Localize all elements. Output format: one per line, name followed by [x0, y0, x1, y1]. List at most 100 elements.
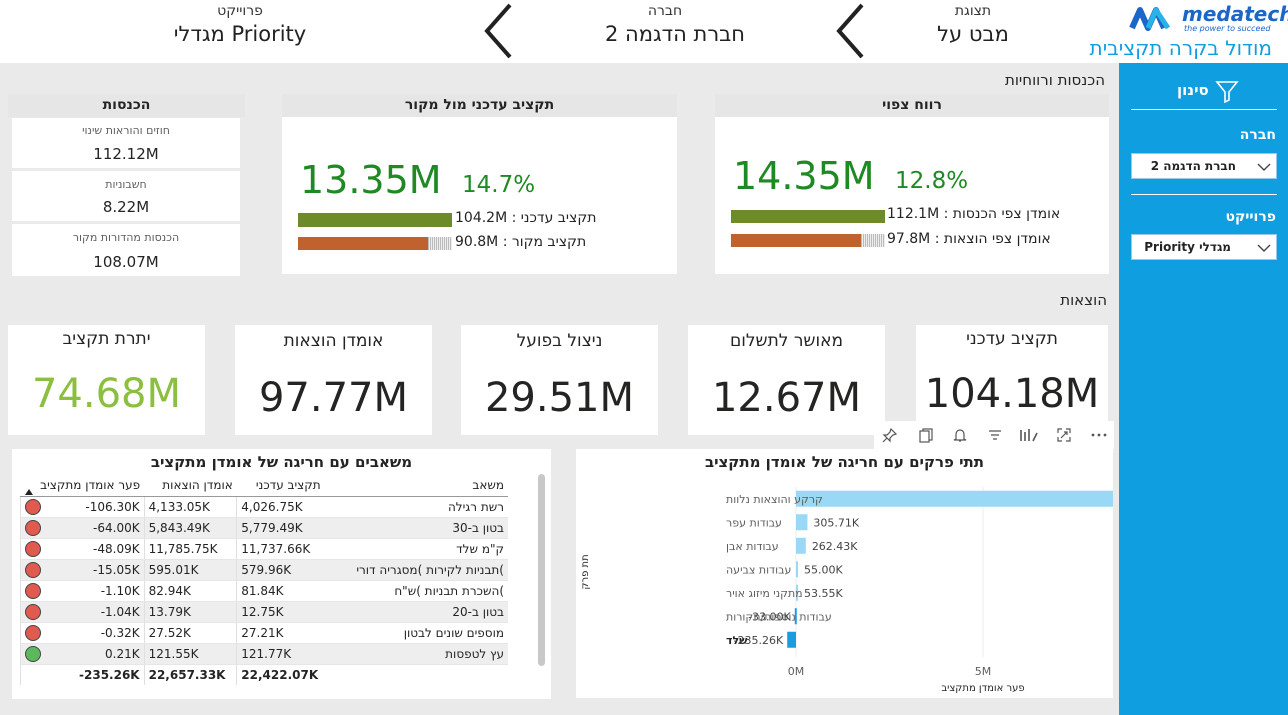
revenue-item-label: הכנסות מהדורות מקור	[72, 231, 180, 244]
logo-text: medatech	[1182, 2, 1288, 26]
table-row[interactable]: בטון ב-30 5,779.49K 5,843.49K -64.00K	[20, 517, 508, 539]
revenues-card: הכנסות חוזים והוראות שינוי 112.12M חשבונ…	[8, 94, 245, 277]
project-select[interactable]: מגדלי Priority	[1131, 234, 1277, 260]
gap-value: 0.21K	[105, 646, 140, 661]
resources-table-visual: משאבים עם חריגה של אומדן מתקציב משאב תקצ…	[12, 449, 551, 699]
bar	[787, 631, 796, 648]
income-estimate-bar	[731, 210, 885, 223]
estimate-cell: 5,843.49K	[143, 517, 237, 539]
col-header-estimate[interactable]: אומדן הוצאות	[144, 475, 237, 497]
data-label: 305.71K	[813, 516, 859, 529]
company-value[interactable]: חברת הדגמה 2	[604, 22, 746, 46]
resource-name: )תבניות לקירות )מסגריה דורי	[324, 559, 508, 581]
col-header-gap-label: פער אומדן מתקציב	[40, 478, 141, 493]
expense-estimate-label: אומדן צפי הוצאות : 97.8M	[887, 231, 1051, 247]
source-budget-gap	[428, 237, 452, 250]
col-header-resource[interactable]: משאב	[324, 475, 508, 497]
income-section-title: הכנסות ורווחיות	[1004, 71, 1105, 89]
status-dot-icon	[25, 519, 41, 536]
header-bar: פרוייקט מגדלי Priority חברה חברת הדגמה 2…	[0, 0, 1288, 63]
view-value[interactable]: מבט על	[937, 22, 1009, 46]
estimate-cell: 595.01K	[143, 559, 237, 581]
chevron-down-icon	[1257, 163, 1271, 171]
budget-diff-pct: 14.7%	[462, 172, 536, 198]
more-options-icon[interactable]	[1090, 427, 1108, 443]
medatech-logo: medatech the power to succeed	[1128, 2, 1288, 36]
logo-tagline: the power to succeed	[1184, 24, 1271, 33]
company-select[interactable]: חברת הדגמה 2	[1131, 153, 1277, 179]
current-budget-bar	[298, 213, 452, 227]
category-label: עבודות צביעה	[726, 563, 791, 576]
expenses-section-title: הוצאות	[1060, 291, 1107, 309]
filter-icon[interactable]	[1215, 79, 1239, 103]
estimate-cell: 27.52K	[143, 622, 237, 644]
table-row[interactable]: )תבניות לקירות )מסגריה דורי 579.96K 595.01…	[20, 559, 508, 581]
budget-cell: 27.21K	[236, 622, 325, 644]
revenue-item-value: 8.22M	[102, 198, 150, 216]
copy-icon[interactable]	[918, 427, 934, 443]
kpi-current-budget: תקציב עדכני 104.18M	[916, 325, 1108, 435]
focus-mode-icon[interactable]	[1056, 427, 1072, 443]
gap-cell: -106.30K	[20, 496, 145, 518]
kpi-label: ניצול בפועל	[516, 331, 603, 351]
filter-header[interactable]: סינון	[1177, 77, 1237, 103]
source-budget-label: תקציב מקור : 90.8M	[455, 234, 587, 250]
current-budget-label: תקציב עדכני : 104.2M	[455, 210, 597, 226]
view-label: תצוגת	[954, 3, 992, 19]
project-value[interactable]: מגדלי Priority	[173, 22, 307, 46]
category-label: עבודות נוספות/תקורות	[726, 610, 832, 623]
x-axis-title: פער אומדן מתקציב	[941, 683, 1024, 694]
revenue-item: הכנסות מהדורות מקור 108.07M	[12, 224, 240, 276]
table-row[interactable]: מוספים שונים לבטון 27.21K 27.52K -0.32K	[20, 622, 508, 644]
profit-value: 14.35M	[733, 154, 875, 198]
gap-cell: -1.04K	[20, 601, 145, 623]
gap-value: -48.09K	[93, 541, 140, 556]
subchapters-chart-visual: תתי פרקים עם חריגה של אומדן מתקציב 0M5M1…	[576, 449, 1113, 698]
table-row[interactable]: ק"מ שלד 11,737.66K 11,785.75K -48.09K	[20, 538, 508, 560]
budget-cell: 5,779.49K	[236, 517, 325, 539]
table-row[interactable]: בטון ב-20 12.75K 13.79K -1.04K	[20, 601, 508, 623]
table-total-row: 22,422.07K 22,657.33K -235.26K	[20, 663, 508, 685]
x-tick-label: 5M	[975, 665, 992, 678]
filter-label: סינון	[1177, 81, 1209, 99]
estimate-cell: 11,785.75K	[143, 538, 237, 560]
data-label: -235.26K	[734, 634, 784, 647]
gap-value: -1.10K	[100, 583, 140, 598]
sidebar-company-label: חברה	[1239, 127, 1276, 143]
filter-lines-icon[interactable]	[987, 427, 1003, 443]
resource-name: מוספים שונים לבטון	[324, 622, 508, 644]
budget-vs-source-card: תקציב עדכני מול מקור 13.35M 14.7% תקציב …	[282, 94, 677, 274]
analytics-icon[interactable]	[1019, 426, 1039, 444]
bell-icon[interactable]	[952, 427, 968, 443]
col-header-budget[interactable]: תקציב עדכני	[236, 475, 325, 497]
status-dot-icon	[25, 498, 41, 515]
kpi-value: 97.77M	[258, 375, 409, 421]
table-row[interactable]: רשת רגילה 4,026.75K 4,133.05K -106.30K	[20, 496, 508, 518]
chevron-left-icon[interactable]	[834, 2, 868, 60]
budget-diff-value: 13.35M	[300, 158, 442, 202]
table-row[interactable]: )השכרת תבניות )ש"ח 81.84K 82.94K -1.10K	[20, 580, 508, 602]
expected-profit-title: רווח צפוי	[715, 94, 1109, 117]
table-row[interactable]: עץ לטפסות 121.77K 121.55K 0.21K	[20, 643, 508, 665]
y-axis-title: תת פרק	[580, 554, 591, 589]
gap-value: -1.04K	[100, 604, 140, 619]
category-label: מתקני מיזוג אויר	[726, 587, 803, 600]
source-budget-bar	[298, 237, 428, 250]
budget-cell: 579.96K	[236, 559, 325, 581]
kpi-approved-payment: מאושר לתשלום 12.67M	[688, 325, 885, 435]
income-estimate-label: אומדן צפי הכנסות : 112.1M	[887, 206, 1061, 222]
logo-mark-icon	[1129, 7, 1171, 31]
budget-cell: 81.84K	[236, 580, 325, 602]
project-select-value: מגדלי Priority	[1144, 240, 1231, 254]
gap-cell: -64.00K	[20, 517, 145, 539]
revenue-item-value: 108.07M	[93, 253, 159, 271]
pin-icon[interactable]	[882, 427, 898, 443]
table-title: משאבים עם חריגה של אומדן מתקציב	[150, 453, 413, 471]
sidebar-project-label: פרוייקט	[1225, 209, 1276, 225]
resource-name: רשת רגילה	[324, 496, 508, 518]
col-header-gap[interactable]: פער אומדן מתקציב	[20, 475, 145, 497]
chevron-left-icon[interactable]	[482, 2, 516, 60]
table-scrollbar[interactable]	[538, 474, 545, 666]
status-dot-icon	[25, 540, 41, 557]
